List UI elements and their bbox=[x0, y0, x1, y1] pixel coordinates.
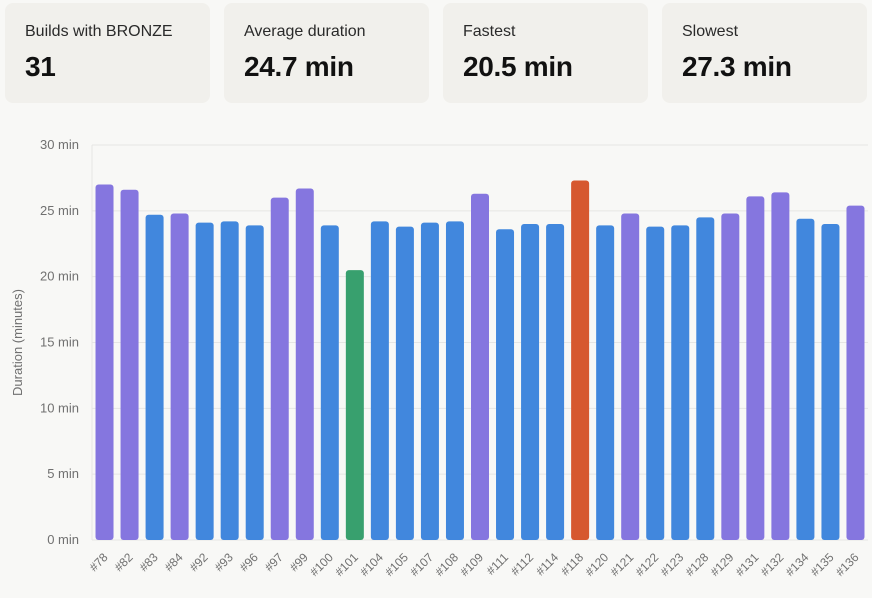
x-tick-label: #82 bbox=[112, 550, 136, 574]
bars bbox=[95, 180, 865, 541]
builds-label: Builds with BRONZE bbox=[25, 23, 173, 40]
bar-128 bbox=[696, 217, 715, 540]
x-tick-label: #112 bbox=[508, 550, 536, 578]
y-tick-label: 20 min bbox=[40, 269, 79, 284]
x-tick-label: #104 bbox=[357, 550, 386, 579]
bar-84 bbox=[170, 213, 189, 540]
bar-114 bbox=[546, 224, 565, 540]
slowest-label: Slowest bbox=[682, 23, 739, 40]
duration-bar-chart: 0 min 5 min 10 min 15 min 20 min 25 min 30 min… bbox=[10, 137, 868, 579]
x-tick-label: #129 bbox=[708, 550, 737, 579]
x-tick-label: #101 bbox=[332, 550, 361, 579]
x-tick-label: #118 bbox=[558, 550, 586, 578]
x-tick-label: #100 bbox=[307, 550, 336, 579]
bar-134 bbox=[796, 218, 815, 540]
fastest-label: Fastest bbox=[463, 23, 516, 40]
builds-card: Builds with BRONZE 31 bbox=[5, 3, 210, 103]
x-tick-label: #131 bbox=[733, 550, 762, 579]
bar-96 bbox=[245, 225, 264, 541]
x-tick-label: #78 bbox=[87, 550, 111, 574]
bar-132 bbox=[771, 192, 790, 540]
fastest-value: 20.5 min bbox=[463, 51, 573, 82]
x-tick-label: #83 bbox=[137, 550, 161, 574]
x-tick-label: #136 bbox=[833, 550, 862, 579]
summary-cards: Builds with BRONZE 31 Average duration 2… bbox=[5, 3, 867, 103]
bar-78 bbox=[95, 184, 114, 540]
bar-111 bbox=[496, 229, 515, 540]
bar-104 bbox=[370, 221, 389, 540]
slowest-card: Slowest 27.3 min bbox=[662, 3, 867, 103]
y-axis-title: Duration (minutes) bbox=[10, 289, 25, 396]
x-tick-label: #97 bbox=[262, 550, 286, 574]
bar-131 bbox=[746, 196, 765, 540]
y-tick-label: 5 min bbox=[47, 466, 79, 481]
average-duration-label: Average duration bbox=[244, 23, 366, 40]
fastest-card: Fastest 20.5 min bbox=[443, 3, 648, 103]
average-duration-value: 24.7 min bbox=[244, 51, 354, 82]
y-tick-label: 25 min bbox=[40, 203, 79, 218]
bar-107 bbox=[420, 222, 439, 540]
bar-122 bbox=[646, 226, 665, 540]
bar-93 bbox=[220, 221, 239, 540]
x-tick-label: #92 bbox=[187, 550, 211, 574]
average-duration-card: Average duration 24.7 min bbox=[224, 3, 429, 103]
bar-97 bbox=[270, 197, 289, 540]
x-tick-label: #96 bbox=[237, 550, 261, 574]
x-tick-label: #108 bbox=[432, 550, 461, 579]
x-tick-label: #114 bbox=[533, 550, 561, 578]
bar-101 bbox=[345, 270, 364, 540]
x-tick-label: #121 bbox=[608, 550, 637, 579]
bar-82 bbox=[120, 189, 139, 540]
bar-120 bbox=[596, 225, 615, 541]
bar-92 bbox=[195, 222, 214, 540]
x-tick-label: #84 bbox=[162, 550, 186, 574]
bar-136 bbox=[846, 205, 865, 541]
slowest-value: 27.3 min bbox=[682, 51, 792, 82]
bar-105 bbox=[395, 226, 414, 540]
x-tick-label: #132 bbox=[758, 550, 787, 579]
bar-99 bbox=[295, 188, 314, 540]
bar-108 bbox=[445, 221, 464, 540]
x-axis-ticks: #78 #82 #83 #84 #92 #93 #96 #97 #99#100#101#104#… bbox=[87, 550, 862, 579]
bar-135 bbox=[821, 224, 840, 540]
bar-112 bbox=[521, 224, 540, 540]
x-tick-label: #111 bbox=[484, 550, 512, 578]
y-axis-ticks: 0 min 5 min 10 min 15 min 20 min 25 min 30 min bbox=[40, 137, 79, 547]
bar-109 bbox=[471, 193, 489, 540]
bar-129 bbox=[721, 213, 740, 540]
bar-100 bbox=[320, 225, 339, 541]
y-tick-label: 10 min bbox=[40, 400, 79, 415]
bar-121 bbox=[621, 213, 640, 540]
y-tick-label: 15 min bbox=[40, 335, 79, 350]
y-tick-label: 30 min bbox=[40, 137, 79, 152]
x-tick-label: #107 bbox=[407, 550, 436, 579]
bar-123 bbox=[671, 225, 690, 541]
y-tick-label: 0 min bbox=[47, 532, 79, 547]
x-tick-label: #134 bbox=[783, 550, 812, 579]
x-tick-label: #128 bbox=[683, 550, 712, 579]
x-tick-label: #93 bbox=[212, 550, 236, 574]
builds-value: 31 bbox=[25, 51, 56, 82]
x-tick-label: #123 bbox=[658, 550, 687, 579]
x-tick-label: #109 bbox=[457, 550, 486, 579]
bar-118 bbox=[571, 180, 590, 541]
bar-83 bbox=[145, 214, 164, 540]
x-tick-label: #122 bbox=[633, 550, 662, 579]
x-tick-label: #105 bbox=[382, 550, 411, 579]
x-tick-label: #135 bbox=[808, 550, 837, 579]
x-tick-label: #120 bbox=[583, 550, 612, 579]
